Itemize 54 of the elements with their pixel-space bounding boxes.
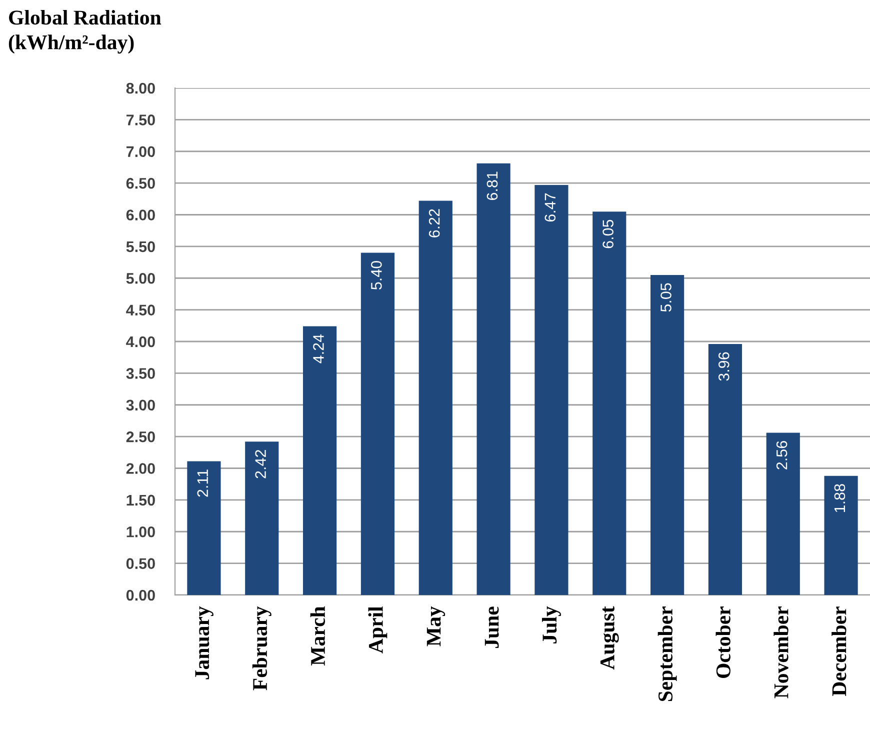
data-label: 3.96 — [718, 352, 730, 381]
bar — [766, 432, 800, 595]
bar — [476, 163, 510, 595]
y-tick-label: 0.00 — [126, 590, 155, 601]
x-tick-label: December — [832, 606, 846, 696]
bar — [650, 274, 684, 595]
y-tick-label: 2.00 — [126, 463, 155, 474]
data-label: 2.11 — [197, 470, 208, 497]
bar — [592, 212, 626, 595]
y-tick-label: 1.50 — [126, 494, 155, 506]
y-tick-label: 3.00 — [126, 400, 155, 411]
bar — [824, 476, 858, 595]
data-label: 5.05 — [660, 283, 672, 312]
bar — [708, 344, 742, 595]
data-label: 4.24 — [313, 334, 324, 364]
bar — [418, 200, 452, 595]
y-tick-label: 5.00 — [126, 272, 155, 284]
data-label: 5.40 — [370, 260, 382, 290]
data-label: 2.42 — [255, 450, 266, 478]
x-tick-label: August — [600, 606, 619, 670]
x-tick-label: November — [774, 606, 788, 698]
data-label: 1.88 — [834, 484, 846, 512]
y-tick-label: 5.50 — [126, 241, 155, 252]
data-label: 6.47 — [544, 193, 556, 222]
x-tick-label: September — [658, 606, 677, 702]
y-tick-label: 7.00 — [126, 146, 155, 158]
y-tick-label: 3.50 — [126, 368, 155, 379]
x-tick-label: April — [368, 606, 388, 654]
data-label: 2.56 — [776, 441, 788, 470]
y-tick-label: 7.50 — [126, 114, 155, 126]
x-tick-label: May — [426, 606, 446, 646]
data-label: 6.05 — [602, 220, 614, 248]
data-label: 6.22 — [428, 209, 440, 238]
y-tick-label: 4.00 — [126, 336, 155, 348]
y-tick-label: 8.00 — [126, 82, 155, 94]
y-tick-label: 6.50 — [126, 178, 155, 189]
y-tick-label: 2.50 — [126, 431, 155, 442]
x-tick-label: January — [195, 606, 214, 680]
x-tick-label: March — [310, 606, 326, 666]
x-tick-label: October — [716, 606, 730, 678]
bar — [302, 326, 337, 595]
bar — [187, 461, 221, 595]
y-tick-label: 1.00 — [126, 526, 155, 538]
data-label: 6.81 — [486, 172, 498, 200]
y-tick-label: 0.50 — [126, 558, 155, 569]
x-tick-label: July — [542, 606, 561, 644]
y-tick-label: 4.50 — [126, 304, 155, 316]
y-tick-label: 6.00 — [126, 210, 155, 220]
bar — [534, 184, 568, 595]
bar — [360, 252, 395, 595]
y-axis-title: Global Radiation (kWh/m²-day) — [8, 10, 162, 54]
x-tick-label: June — [484, 606, 499, 648]
x-tick-label: February — [252, 606, 272, 690]
bar — [245, 442, 279, 595]
